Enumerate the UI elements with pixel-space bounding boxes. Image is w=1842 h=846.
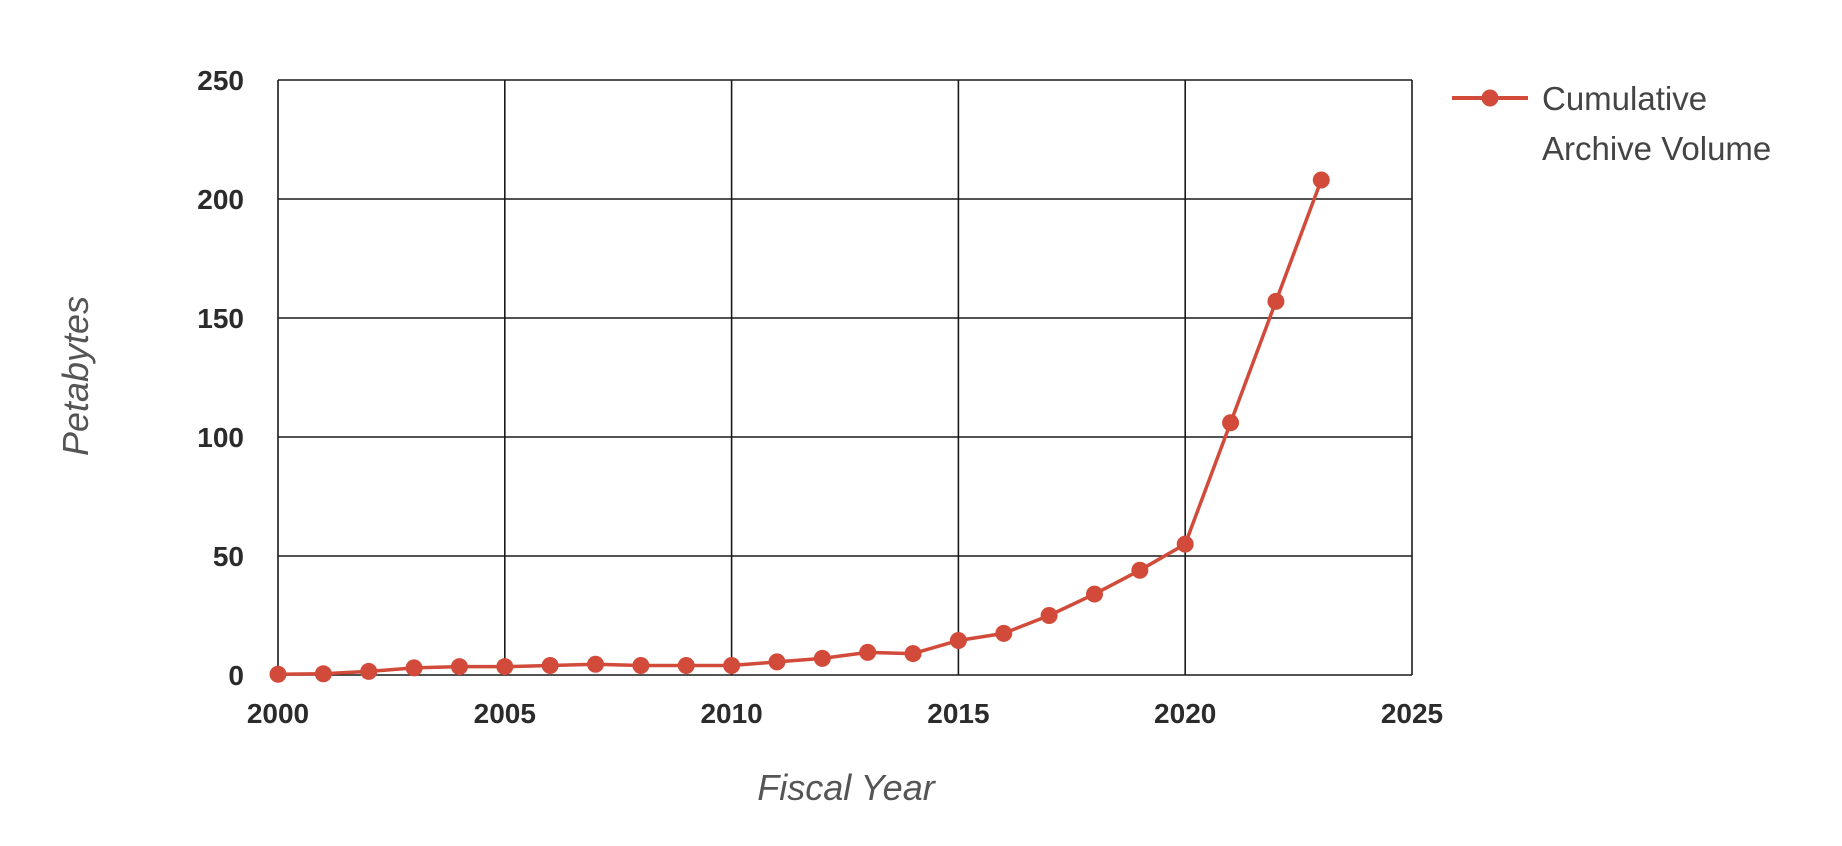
data-point-2018 [1085, 585, 1103, 603]
legend-dot-marker [1481, 89, 1499, 107]
data-point-2008 [632, 656, 650, 674]
x-axis-ticks: 2000 2005 2010 2015 2020 2025 [247, 698, 1443, 729]
x-tick-label: 2015 [927, 698, 989, 729]
legend-label-line-1: Cumulative [1542, 80, 1707, 117]
data-point-2001 [314, 665, 332, 683]
series-layer [269, 171, 1330, 683]
y-tick-label: 50 [213, 541, 244, 572]
data-point-2014 [904, 645, 922, 663]
data-point-2005 [496, 658, 514, 676]
data-point-2017 [1040, 607, 1058, 624]
data-point-2009 [677, 656, 695, 674]
data-point-2000 [269, 665, 287, 683]
data-point-2003 [405, 659, 423, 677]
legend: Cumulative Archive Volume [1452, 80, 1771, 167]
grid [277, 79, 1413, 676]
data-point-2022 [1267, 292, 1285, 310]
data-point-2004 [450, 658, 468, 676]
data-point-2015 [949, 631, 967, 649]
data-point-2023 [1312, 171, 1330, 189]
y-axis-title: Petabytes [55, 296, 96, 456]
data-point-2007 [587, 655, 605, 673]
data-point-2013 [859, 643, 877, 661]
data-point-2012 [813, 649, 831, 667]
x-tick-label: 2000 [247, 698, 309, 729]
y-tick-label: 100 [197, 422, 244, 453]
x-axis-title: Fiscal Year [757, 767, 936, 808]
y-tick-label: 0 [228, 660, 244, 691]
y-axis-ticks: 0 50 100 150 200 250 [197, 65, 244, 691]
x-tick-label: 2020 [1154, 698, 1216, 729]
x-tick-label: 2025 [1381, 698, 1443, 729]
y-tick-label: 200 [197, 184, 244, 215]
x-tick-label: 2005 [474, 698, 536, 729]
legend-label-line-2: Archive Volume [1542, 130, 1771, 167]
x-tick-label: 2010 [700, 698, 762, 729]
data-point-2016 [995, 624, 1013, 642]
series-line [276, 178, 1324, 677]
y-tick-label: 250 [197, 65, 244, 96]
data-point-2011 [768, 653, 786, 671]
data-point-2019 [1131, 561, 1149, 579]
data-point-2006 [541, 656, 559, 674]
data-point-2021 [1222, 414, 1240, 432]
data-point-2020 [1176, 535, 1194, 553]
y-tick-label: 150 [197, 303, 244, 334]
data-point-2002 [360, 662, 378, 680]
data-point-2010 [723, 656, 741, 674]
